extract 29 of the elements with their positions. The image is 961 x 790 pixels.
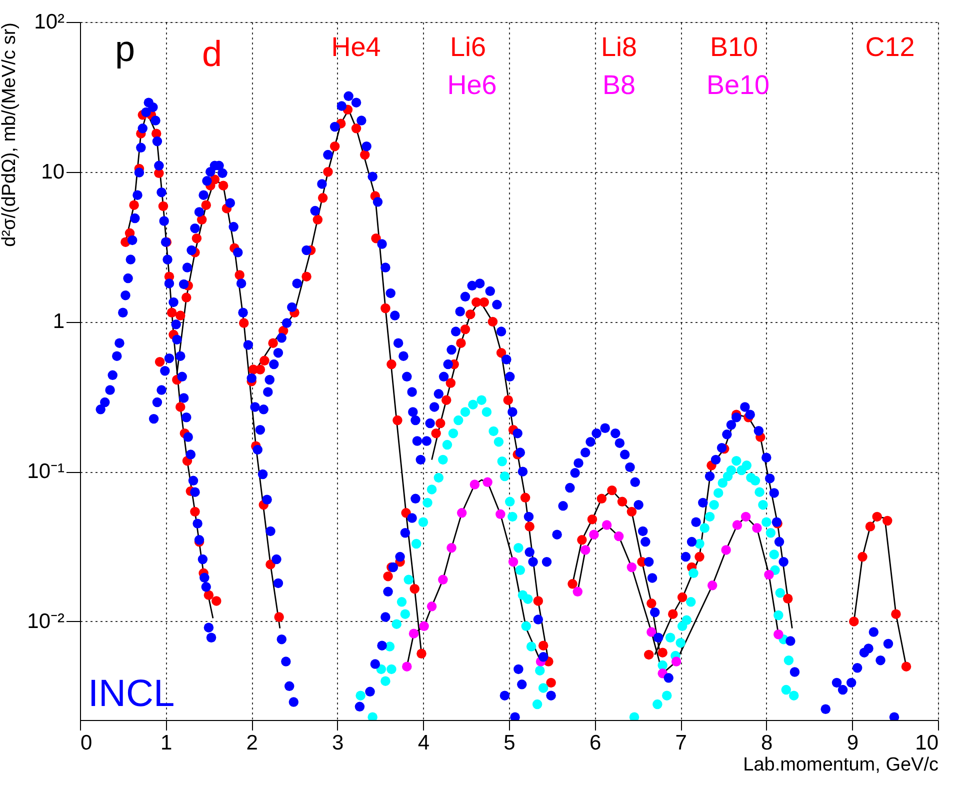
x-tick-label: 3 — [332, 732, 344, 754]
annotation: p — [114, 28, 136, 69]
annotation: C12 — [865, 32, 915, 62]
annotation: d — [202, 33, 222, 74]
x-axis-title: Lab.momentum, GeV/c — [743, 754, 938, 776]
x-tick-label: 2 — [246, 732, 258, 754]
x-tick-label: 9 — [846, 732, 859, 754]
annotation: B10 — [710, 32, 758, 62]
x-tick-label: 10 — [915, 732, 938, 754]
x-tick-label: 6 — [589, 732, 602, 754]
y-tick-label: 10⁻¹ — [27, 460, 64, 484]
x-tick-label: 4 — [418, 732, 430, 754]
y-tick-label: 1 — [52, 310, 64, 334]
x-tick-label: 5 — [504, 732, 516, 754]
y-tick-label: 10⁻² — [27, 610, 64, 633]
x-tick-label: 7 — [675, 732, 687, 754]
annotation: He4 — [331, 32, 381, 62]
y-tick-label: 10 — [41, 160, 64, 184]
y-axis-title: d²σ/(dPdΩ), mb/(MeV/c sr) — [0, 22, 20, 247]
annotation: Li8 — [600, 32, 638, 62]
y-tick-label: 10² — [34, 10, 64, 34]
annotation: B8 — [602, 70, 636, 100]
annotation: Li6 — [450, 32, 486, 62]
x-tick-label: 0 — [80, 732, 92, 754]
annotation: Be10 — [706, 70, 770, 100]
x-tick-label: 8 — [761, 732, 773, 754]
series-label: INCL — [88, 673, 175, 715]
x-tick-label: 1 — [160, 732, 172, 754]
annotation: He6 — [447, 70, 497, 100]
